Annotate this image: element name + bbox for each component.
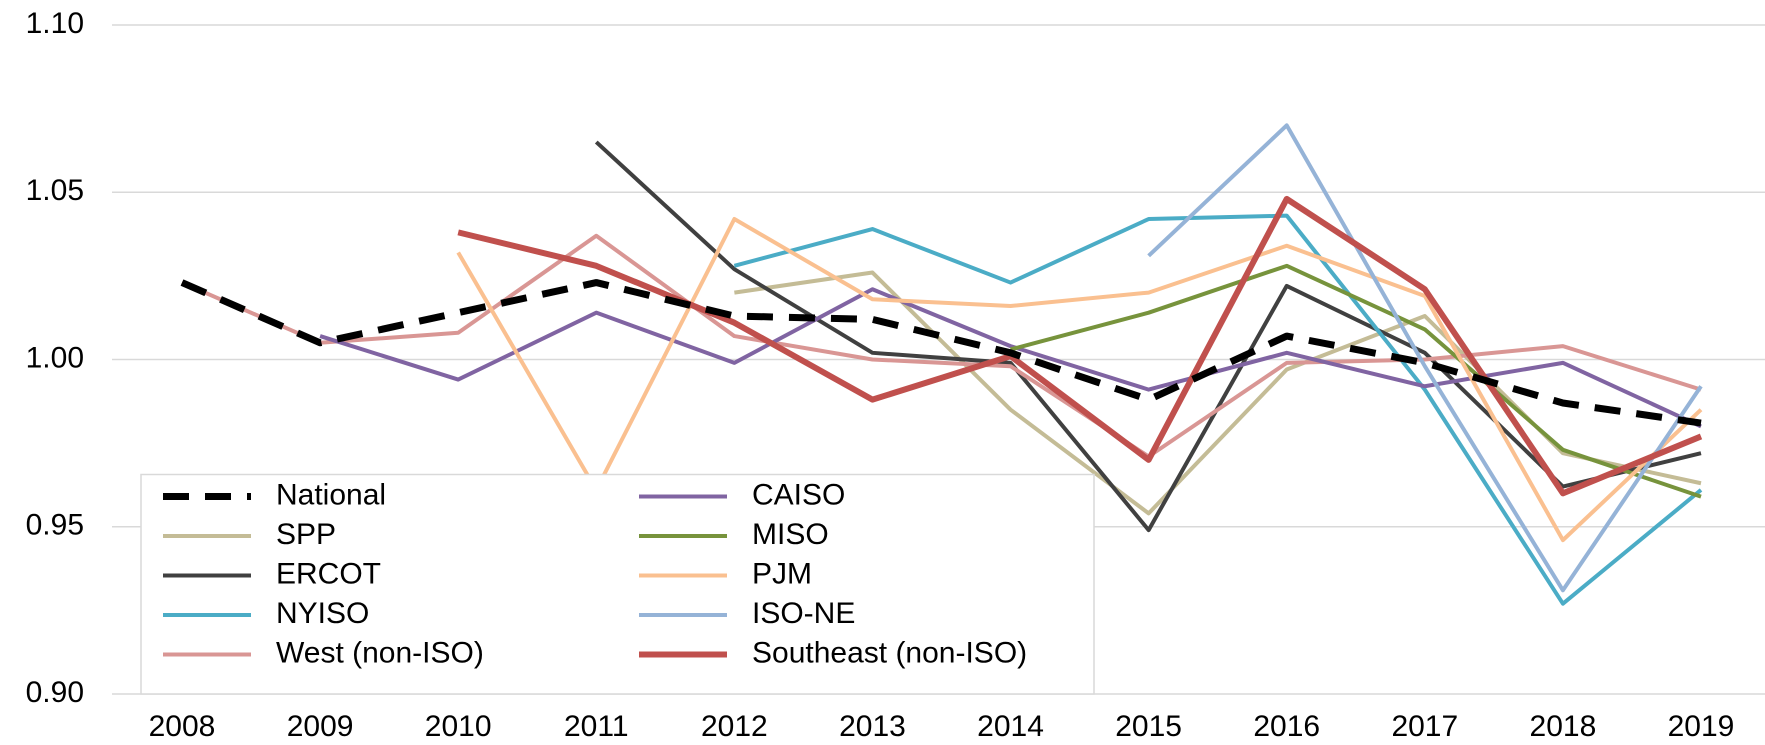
x-tick-label: 2009: [287, 710, 354, 743]
legend-label: West (non-ISO): [276, 636, 484, 669]
y-tick-label: 0.95: [26, 509, 84, 542]
series-line: [1010, 263, 1702, 499]
y-tick-label: 0.90: [26, 676, 84, 709]
legend-label: MISO: [752, 518, 829, 551]
series-line: [1147, 123, 1703, 593]
x-tick-label: 2014: [977, 710, 1044, 743]
series-line: [456, 217, 1703, 543]
legend-label: SPP: [276, 518, 336, 551]
legend: National SPP ERCOT NYISO West (non-ISO) CAISO…: [140, 473, 1095, 695]
x-tick-label: 2010: [425, 710, 492, 743]
y-tick-label: 1.00: [26, 341, 84, 374]
legend-box: [140, 473, 1095, 695]
series-line: [733, 213, 1703, 606]
legend-label: PJM: [752, 557, 812, 590]
legend-label: National: [276, 478, 386, 511]
x-tick-label: 2019: [1668, 710, 1735, 743]
series-line: [594, 140, 1702, 533]
y-tick-label: 1.10: [26, 7, 84, 40]
legend-label: CAISO: [752, 478, 845, 511]
y-tick-label: 1.05: [26, 174, 84, 207]
legend-label: ERCOT: [276, 557, 381, 590]
series-line: [457, 195, 1703, 497]
legend-label: NYISO: [276, 597, 369, 630]
x-tick-label: 2012: [701, 710, 768, 743]
x-tick-label: 2017: [1391, 710, 1458, 743]
legend-label: Southeast (non-ISO): [752, 636, 1027, 669]
legend-label: ISO-NE: [752, 597, 855, 630]
series-line: [181, 233, 1702, 459]
series-line: [180, 279, 1702, 427]
x-tick-label: 2008: [149, 710, 216, 743]
x-tick-label: 2011: [564, 710, 629, 743]
x-tick-label: 2016: [1253, 710, 1320, 743]
x-tick-label: 2015: [1115, 710, 1182, 743]
x-tick-label: 2013: [839, 710, 906, 743]
x-tick-label: 2018: [1530, 710, 1597, 743]
